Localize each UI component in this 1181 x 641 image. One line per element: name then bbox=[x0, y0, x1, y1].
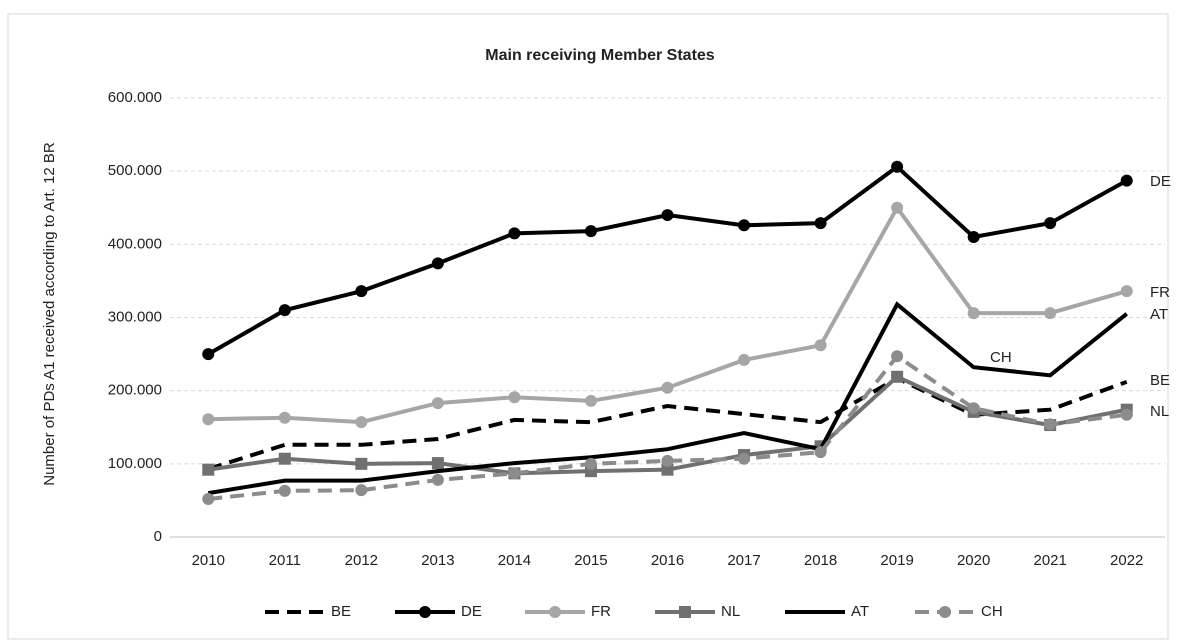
y-tick-label: 0 bbox=[154, 528, 162, 545]
y-tick-label: 100.000 bbox=[108, 455, 162, 472]
x-tick-label: 2013 bbox=[421, 552, 454, 569]
series-end-label: NL bbox=[1150, 403, 1169, 420]
point bbox=[584, 457, 597, 470]
point bbox=[891, 350, 904, 363]
chart-title: Main receiving Member States bbox=[485, 47, 715, 64]
legend-marker bbox=[549, 606, 561, 618]
point bbox=[891, 160, 904, 173]
point bbox=[661, 209, 674, 222]
point bbox=[891, 201, 904, 214]
y-tick-label: 500.000 bbox=[108, 162, 162, 179]
point bbox=[661, 454, 674, 467]
point bbox=[431, 257, 444, 270]
x-tick-label: 2021 bbox=[1034, 552, 1067, 569]
series-end-label: FR bbox=[1150, 284, 1170, 301]
point bbox=[967, 402, 980, 415]
legend-label: AT bbox=[851, 603, 869, 620]
point bbox=[355, 416, 368, 429]
x-tick-label: 2019 bbox=[880, 552, 913, 569]
point bbox=[1120, 285, 1133, 298]
x-tick-label: 2018 bbox=[804, 552, 837, 569]
y-axis-label: Number of PDs A1 received according to A… bbox=[41, 142, 58, 486]
point bbox=[508, 391, 521, 404]
x-tick-label: 2017 bbox=[727, 552, 760, 569]
series-end-label: DE bbox=[1150, 173, 1171, 190]
point bbox=[431, 397, 444, 410]
point bbox=[202, 348, 215, 361]
point bbox=[355, 484, 368, 497]
x-tick-label: 2010 bbox=[192, 552, 225, 569]
point bbox=[891, 370, 904, 383]
x-tick-label: 2016 bbox=[651, 552, 684, 569]
point bbox=[202, 413, 215, 426]
point bbox=[431, 457, 444, 470]
point bbox=[584, 394, 597, 407]
y-tick-label: 300.000 bbox=[108, 308, 162, 325]
point bbox=[508, 227, 521, 240]
point bbox=[1120, 408, 1133, 421]
point bbox=[738, 219, 751, 232]
x-tick-label: 2012 bbox=[345, 552, 378, 569]
y-tick-label: 400.000 bbox=[108, 235, 162, 252]
point bbox=[278, 304, 291, 317]
y-tick-label: 200.000 bbox=[108, 382, 162, 399]
point bbox=[1044, 307, 1057, 320]
point bbox=[1120, 174, 1133, 187]
y-tick-label: 600.000 bbox=[108, 89, 162, 106]
point bbox=[738, 452, 751, 465]
point bbox=[661, 463, 674, 476]
point bbox=[967, 231, 980, 244]
legend-marker bbox=[419, 606, 431, 618]
x-tick-label: 2014 bbox=[498, 552, 531, 569]
point bbox=[967, 307, 980, 320]
legend-marker bbox=[939, 606, 951, 618]
legend-label: FR bbox=[591, 603, 611, 620]
point bbox=[661, 381, 674, 394]
point bbox=[814, 446, 827, 459]
point bbox=[278, 452, 291, 465]
point bbox=[278, 411, 291, 424]
legend-marker bbox=[679, 606, 691, 618]
x-tick-label: 2011 bbox=[269, 552, 301, 569]
point bbox=[202, 492, 215, 505]
point bbox=[584, 225, 597, 238]
series-end-label: BE bbox=[1150, 372, 1170, 389]
point bbox=[814, 339, 827, 352]
point bbox=[202, 463, 215, 476]
x-tick-label: 2022 bbox=[1110, 552, 1143, 569]
chart-border bbox=[7, 13, 1169, 640]
x-tick-label: 2015 bbox=[574, 552, 607, 569]
series-end-label: CH bbox=[990, 349, 1012, 366]
point bbox=[1044, 217, 1057, 230]
point bbox=[738, 353, 751, 366]
legend-label: DE bbox=[461, 603, 482, 620]
point bbox=[355, 285, 368, 298]
point bbox=[814, 217, 827, 230]
legend-label: CH bbox=[981, 603, 1003, 620]
legend-label: BE bbox=[331, 603, 351, 620]
point bbox=[431, 473, 444, 486]
point bbox=[355, 457, 368, 470]
series-line bbox=[207, 301, 1128, 496]
point bbox=[1044, 418, 1057, 431]
point bbox=[508, 467, 521, 480]
legend-label: NL bbox=[721, 603, 740, 620]
series-end-label: AT bbox=[1150, 306, 1168, 323]
x-tick-label: 2020 bbox=[957, 552, 990, 569]
point bbox=[278, 484, 291, 497]
